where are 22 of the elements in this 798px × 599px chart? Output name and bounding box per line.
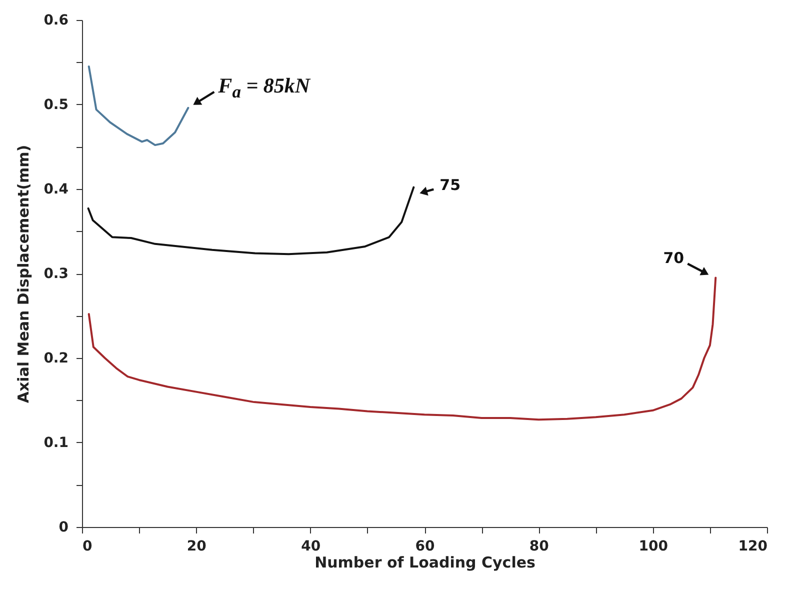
annotation: F$_{a}$ = 85kN [218,73,310,102]
line-series [88,65,190,146]
x-tick-label: 80 [529,538,550,554]
x-axis-title: Number of Loading Cycles [314,554,536,572]
annotation: 70 [663,248,684,267]
y-tick-label: 0.4 [44,182,69,198]
x-tick-label: 100 [638,538,668,554]
y-tick-label: 0.2 [44,350,68,366]
x-tick-label: 40 [301,538,321,554]
y-axis-title: Axial Mean Displacement(mm) [14,144,33,404]
x-tick-label: 0 [82,538,92,554]
y-tick-label: 0 [58,520,69,536]
line-series [87,186,415,256]
y-tick-label: 0.6 [44,12,68,28]
y-tick-label: 0.1 [44,435,68,451]
y-tick-label: 0.3 [44,266,68,282]
x-tick-label: 60 [415,538,435,554]
annotation: 75 [440,176,461,194]
x-tick-label: 120 [738,538,768,554]
x-tick-label: 20 [186,538,207,554]
line-series [88,276,717,421]
y-tick-label: 0.5 [44,97,68,113]
